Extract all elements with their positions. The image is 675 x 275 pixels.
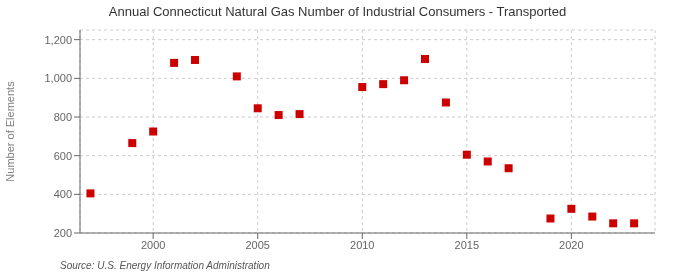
svg-text:Number of Elements: Number of Elements <box>8 81 16 182</box>
svg-text:2000: 2000 <box>141 239 165 251</box>
svg-text:2005: 2005 <box>245 239 269 251</box>
html-text:Annual Connecticut Natural Gas: Annual Connecticut Natural Gas Number of… <box>108 4 567 19</box>
svg-text:400: 400 <box>54 188 72 200</box>
svg-text:600: 600 <box>54 150 72 162</box>
svg-text:1,200: 1,200 <box>44 34 72 46</box>
svg-text:200: 200 <box>54 227 72 239</box>
svg-text:800: 800 <box>54 111 72 123</box>
svg-text:2020: 2020 <box>559 239 583 251</box>
svg-text:1,000: 1,000 <box>44 72 72 84</box>
svg-text:2010: 2010 <box>350 239 374 251</box>
html-text:Source: U.S. Energy Informatio: Source: U.S. Energy Information Administ… <box>60 260 270 271</box>
svg-text:2015: 2015 <box>455 239 479 251</box>
